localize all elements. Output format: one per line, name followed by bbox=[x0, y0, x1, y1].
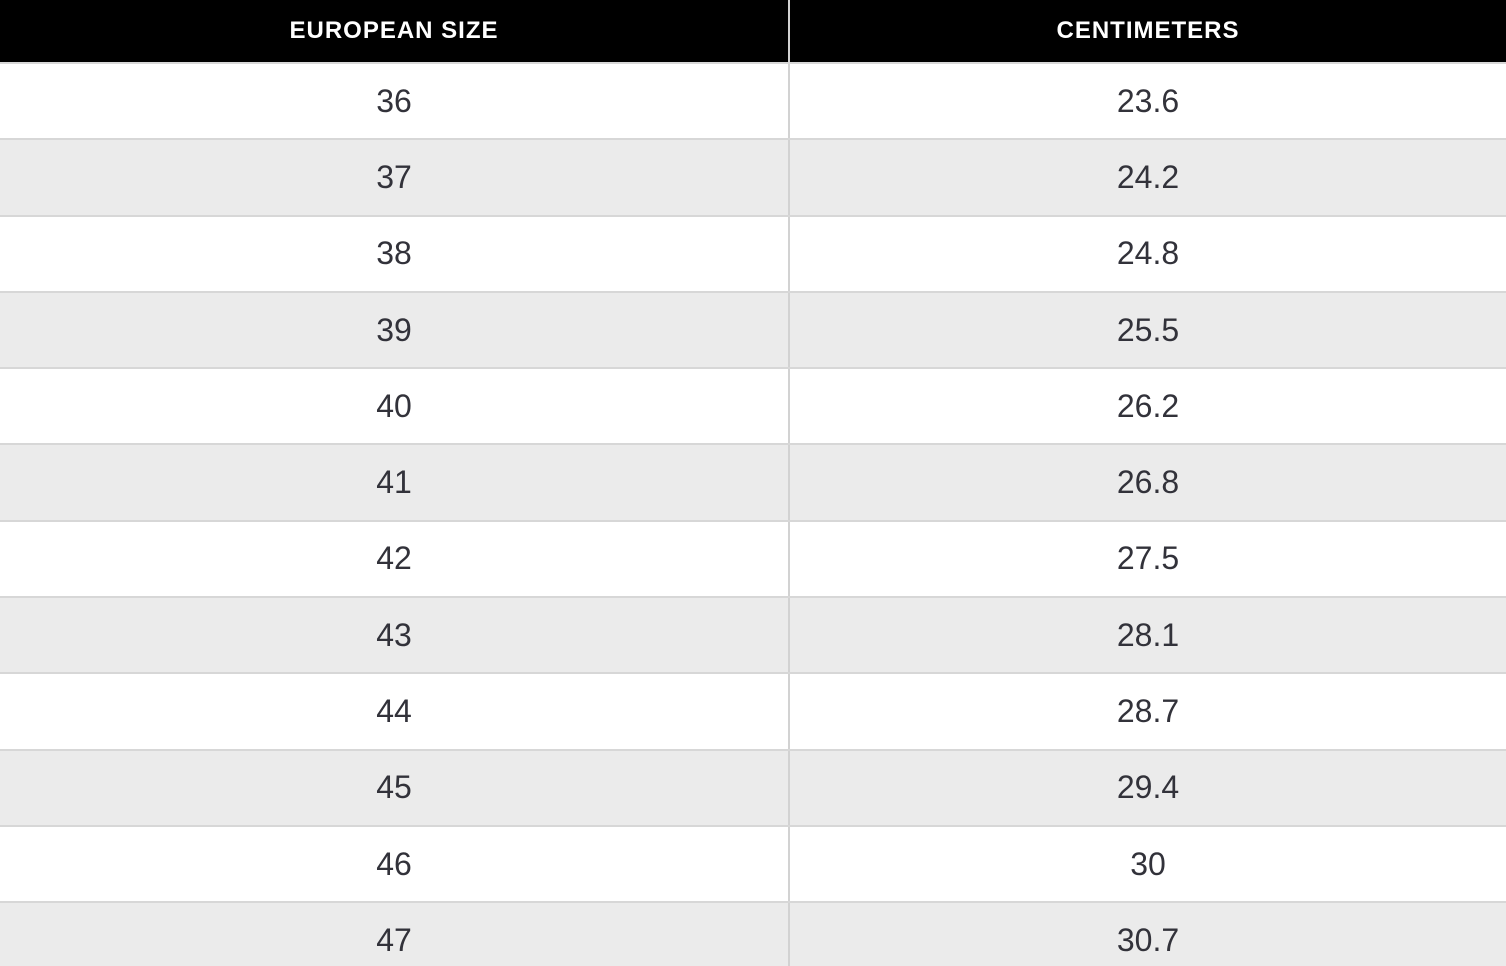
table-row: 44 28.7 bbox=[0, 672, 1506, 749]
cell-centimeters: 26.8 bbox=[788, 445, 1506, 520]
table-row: 41 26.8 bbox=[0, 443, 1506, 520]
column-header-centimeters: CENTIMETERS bbox=[788, 0, 1506, 62]
table-row: 36 23.6 bbox=[0, 62, 1506, 139]
cell-centimeters: 24.2 bbox=[788, 140, 1506, 215]
table-row: 37 24.2 bbox=[0, 138, 1506, 215]
cell-european-size: 39 bbox=[376, 311, 412, 348]
cell-european-size: 44 bbox=[376, 693, 412, 730]
cell-centimeters: 27.5 bbox=[788, 521, 1506, 597]
cell-centimeters: 30.7 bbox=[788, 903, 1506, 966]
cell-european-size: 41 bbox=[376, 464, 412, 501]
cell-european-size: 47 bbox=[376, 921, 412, 958]
table-row: 47 30.7 bbox=[0, 901, 1506, 966]
cell-centimeters: 23.6 bbox=[788, 64, 1506, 139]
cell-european-size: 38 bbox=[376, 235, 412, 272]
table-body: 36 23.6 37 24.2 38 24.8 39 25.5 40 26.2 41 26.8 42 27… bbox=[0, 62, 1506, 966]
cell-centimeters: 28.7 bbox=[788, 674, 1506, 749]
table-row: 42 27.5 bbox=[0, 519, 1506, 597]
table-row: 46 30 bbox=[0, 824, 1506, 902]
cell-centimeters: 26.2 bbox=[788, 369, 1506, 444]
cell-centimeters: 24.8 bbox=[788, 216, 1506, 291]
table-row: 45 29.4 bbox=[0, 748, 1506, 825]
cell-european-size: 40 bbox=[376, 387, 412, 424]
cell-centimeters: 29.4 bbox=[788, 750, 1506, 825]
cell-european-size: 37 bbox=[376, 158, 412, 195]
column-header-european-size: EUROPEAN SIZE bbox=[289, 17, 499, 44]
cell-european-size: 36 bbox=[376, 82, 412, 119]
table-header-row: EUROPEAN SIZE CENTIMETERS bbox=[0, 0, 1506, 62]
cell-centimeters: 25.5 bbox=[788, 292, 1506, 368]
table-row: 38 24.8 bbox=[0, 214, 1506, 291]
cell-centimeters: 28.1 bbox=[788, 598, 1506, 673]
cell-european-size: 45 bbox=[376, 769, 412, 806]
table-row: 39 25.5 bbox=[0, 290, 1506, 368]
cell-centimeters: 30 bbox=[788, 826, 1506, 902]
cell-european-size: 42 bbox=[376, 540, 412, 577]
table-row: 40 26.2 bbox=[0, 367, 1506, 444]
cell-european-size: 43 bbox=[376, 616, 412, 653]
cell-european-size: 46 bbox=[376, 845, 412, 882]
table-row: 43 28.1 bbox=[0, 596, 1506, 673]
